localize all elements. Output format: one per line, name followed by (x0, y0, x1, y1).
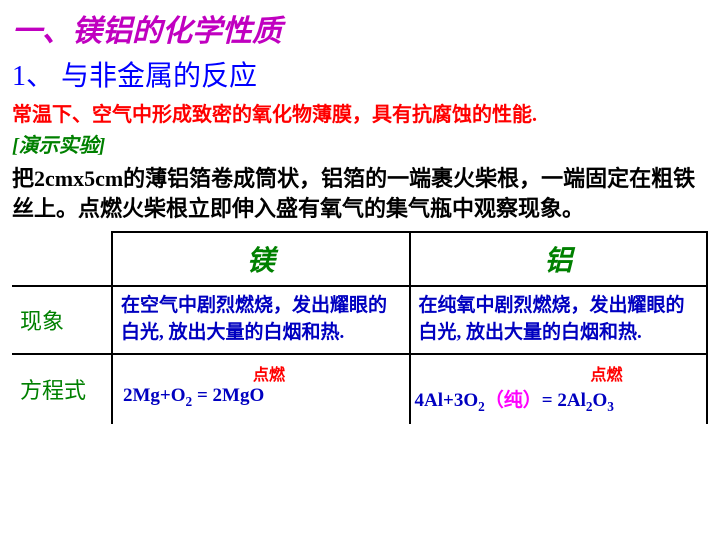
al-phenom: 在纯氧中剧烈燃烧，发出耀眼的白光, 放出大量的白烟和热. (410, 286, 708, 353)
al-eq-text: 4Al+3O2（纯）= 2Al2O3 (415, 385, 614, 415)
sub-title: 1、 与非金属的反应 (12, 54, 708, 94)
red-note: 常温下、空气中形成致密的氧化物薄膜，具有抗腐蚀的性能. (12, 98, 708, 127)
dianran-label: 点燃 (253, 361, 285, 385)
mg-eq-text: 2Mg+O2 = 2MgO (123, 385, 264, 410)
main-title: 一、镁铝的化学性质 (12, 6, 708, 50)
table-row: 方程式 点燃 2Mg+O2 = 2MgO 点燃 4Al+3O2（纯）= 2Al2… (12, 354, 707, 424)
table-row: 现象 在空气中剧烈燃烧，发出耀眼的白光, 放出大量的白烟和热. 在纯氧中剧烈燃烧… (12, 286, 707, 353)
table-header-row: 镁 铝 (12, 232, 707, 286)
eq-label: 方程式 (12, 354, 112, 424)
slide-container: 一、镁铝的化学性质 1、 与非金属的反应 常温下、空气中形成致密的氧化物薄膜，具… (0, 0, 720, 430)
header-al: 铝 (410, 232, 708, 286)
demo-label: [演示实验] (12, 129, 708, 158)
dianran-label: 点燃 (591, 361, 623, 385)
al-equation: 点燃 4Al+3O2（纯）= 2Al2O3 (410, 354, 708, 424)
comparison-table: 镁 铝 现象 在空气中剧烈燃烧，发出耀眼的白光, 放出大量的白烟和热. 在纯氧中… (12, 231, 708, 423)
body-text: 把2cmx5cm的薄铝箔卷成筒状，铝箔的一端裹火柴根，一端固定在粗铁丝上。点燃火… (12, 164, 708, 223)
header-mg: 镁 (112, 232, 410, 286)
mg-phenom: 在空气中剧烈燃烧，发出耀眼的白光, 放出大量的白烟和热. (112, 286, 410, 353)
mg-equation: 点燃 2Mg+O2 = 2MgO (112, 354, 410, 424)
corner-cell (12, 232, 112, 286)
phenom-label: 现象 (12, 286, 112, 353)
